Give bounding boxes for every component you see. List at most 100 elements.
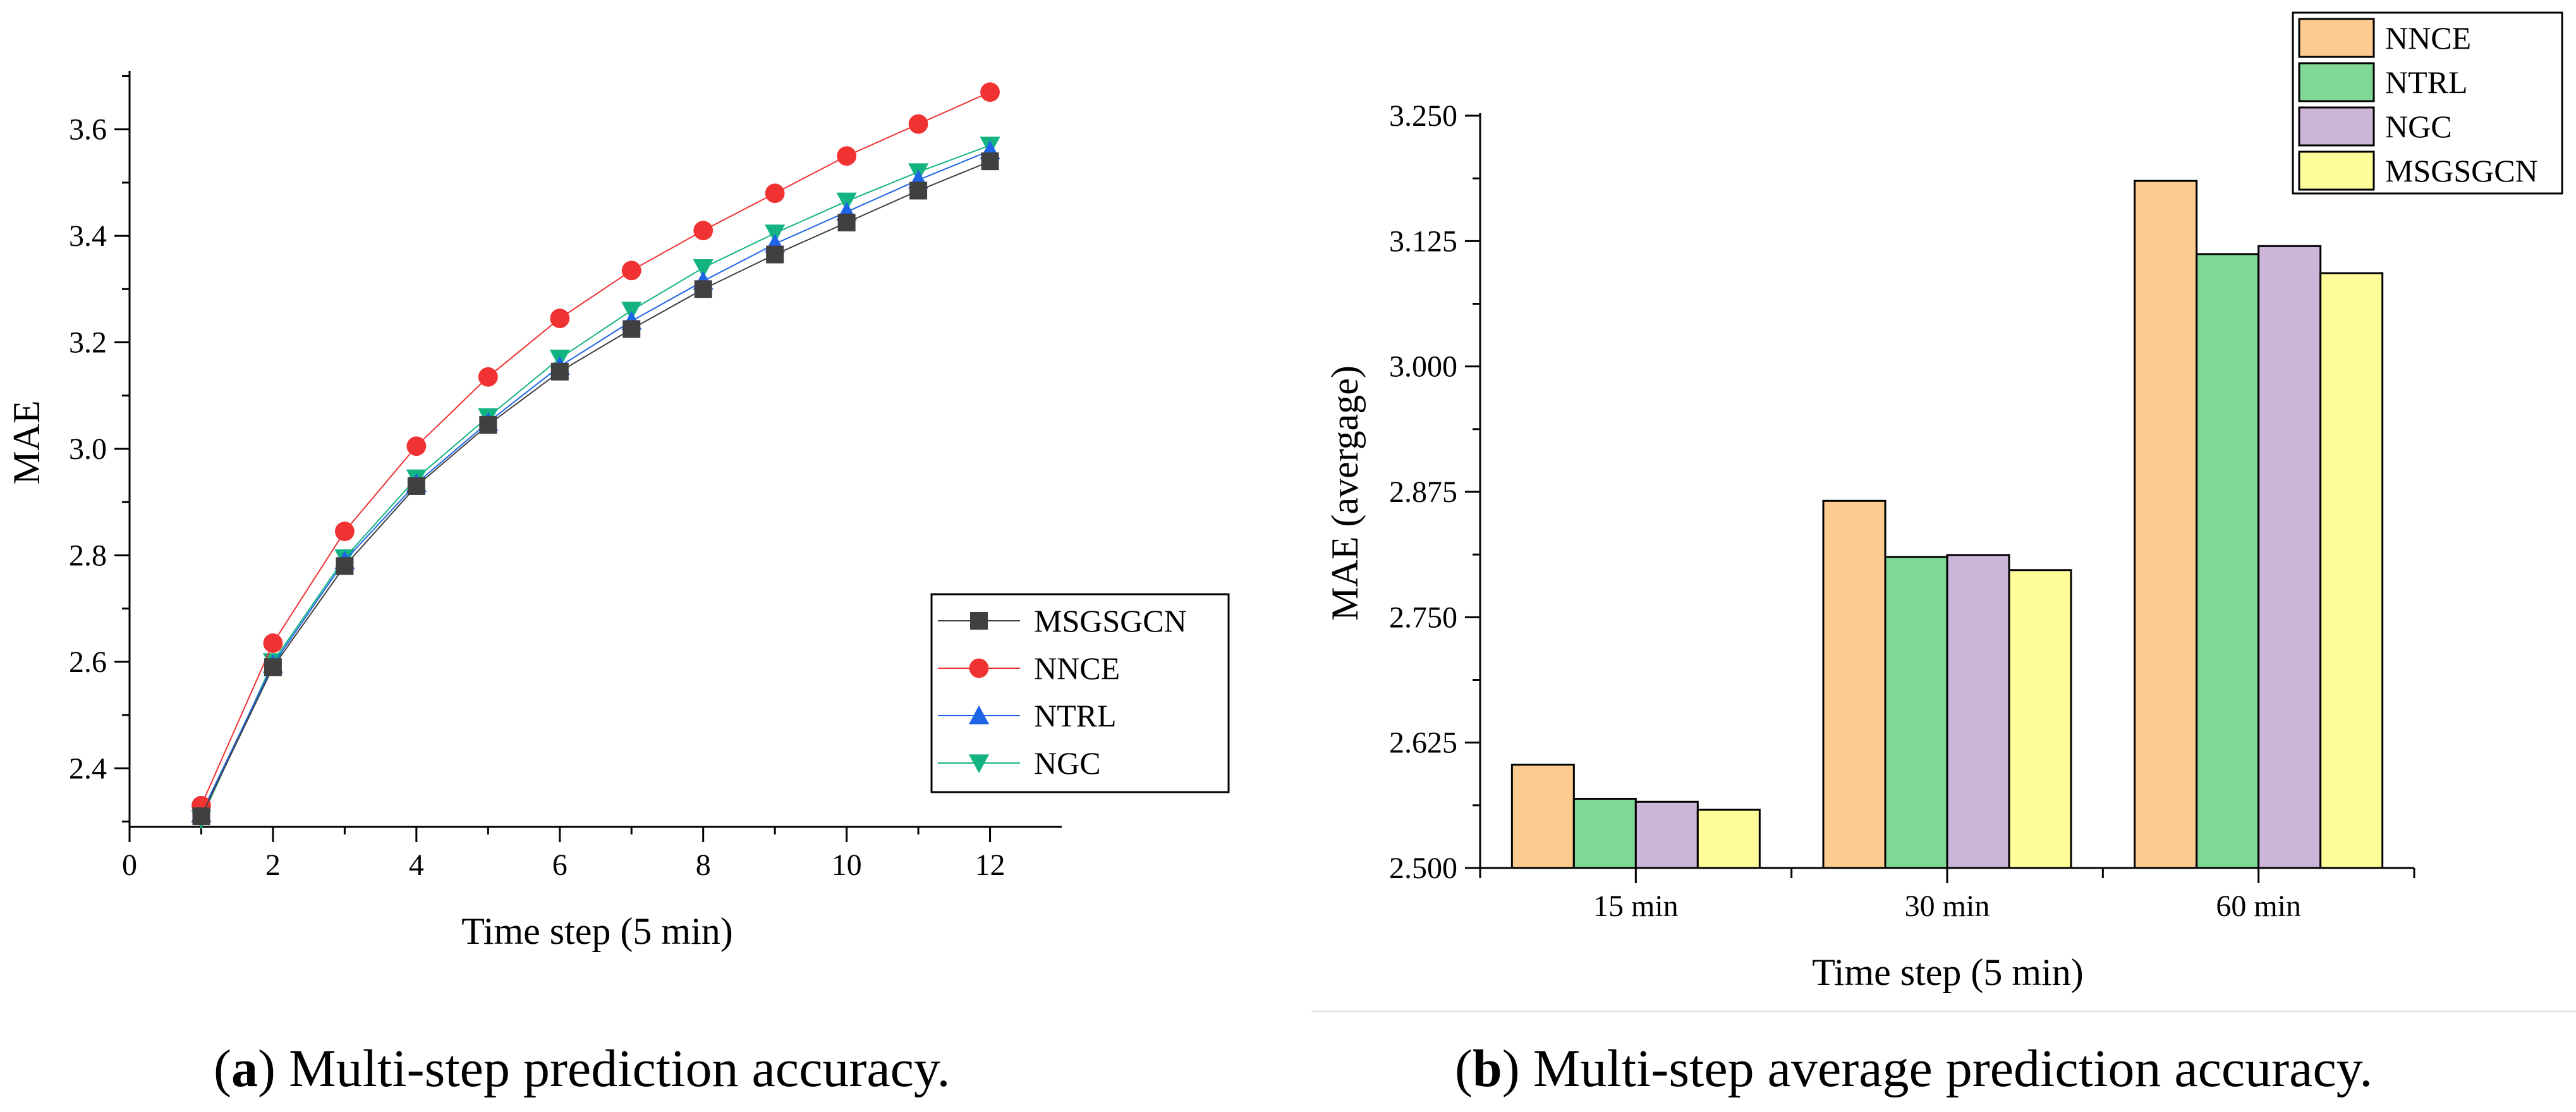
legend-swatch xyxy=(2298,150,2375,191)
data-point-nnce xyxy=(263,633,283,653)
data-point-nnce xyxy=(334,522,355,541)
chart-b-y-tick-label: 2.750 xyxy=(1389,601,1457,634)
bar-ngc-30-min xyxy=(1946,554,2010,869)
chart-b-legend: NNCE NTRL NGC MSGSGCN xyxy=(2292,11,2563,195)
data-point-nnce xyxy=(550,309,570,329)
caption-b: (b) Multi-step average prediction accura… xyxy=(1455,1039,2372,1098)
chart-a-y-tick-label: 3.2 xyxy=(69,326,107,360)
chart-a-xlabel: Time step (5 min) xyxy=(461,910,732,952)
data-point-msgsgcn xyxy=(837,214,856,232)
chart-a-x-tick-label: 4 xyxy=(409,848,424,882)
data-point-msgsgcn xyxy=(479,416,497,434)
legend-marker-ntrl xyxy=(968,705,990,724)
chart-a-y-tick-label: 2.6 xyxy=(69,645,107,679)
chart-b-y-tick-label: 3.000 xyxy=(1389,350,1457,384)
bar-nnce-15-min xyxy=(1510,764,1575,869)
legend-label: NGC xyxy=(2385,109,2452,144)
series-line-ngc xyxy=(200,144,990,819)
chart-a-series xyxy=(191,82,1000,829)
data-point-msgsgcn xyxy=(336,557,354,575)
legend-label: NNCE xyxy=(1034,651,1120,686)
data-point-nnce xyxy=(980,82,1000,102)
legend-item-nnce: NNCE xyxy=(938,651,1120,686)
bar-msgsgcn-60-min xyxy=(2319,272,2384,869)
chart-b: 2.500 2.625 2.750 2.875 3.000 3.125 3.250 15 mi… xyxy=(1311,11,2576,1013)
bar-ngc-60-min xyxy=(2257,245,2322,869)
series-nnce xyxy=(191,82,1000,816)
chart-b-y-tick-label: 3.250 xyxy=(1389,99,1457,133)
legend-label: MSGSGCN xyxy=(2385,153,2538,188)
legend-swatch xyxy=(2298,18,2375,58)
legend-item-ntrl: NTRL xyxy=(2298,62,2468,102)
chart-a-y-tick-label: 2.8 xyxy=(69,539,107,572)
data-point-msgsgcn xyxy=(192,807,210,826)
series-msgsgcn xyxy=(192,152,999,826)
data-point-msgsgcn xyxy=(981,152,999,171)
chart-b-bars xyxy=(1510,180,2384,869)
data-point-nnce xyxy=(908,114,928,134)
chart-a-ylabel: MAE xyxy=(6,400,47,484)
legend-swatch xyxy=(2298,106,2375,147)
data-point-msgsgcn xyxy=(766,245,784,264)
series-line-ntrl xyxy=(200,150,990,814)
bar-ngc-15-min xyxy=(1634,800,1699,869)
legend-item-msgsgcn: MSGSGCN xyxy=(2298,150,2538,191)
legend-item-ntrl: NTRL xyxy=(938,698,1117,733)
chart-a-x-tick-label: 0 xyxy=(122,848,137,882)
caption-b-text: Multi-step average prediction accuracy. xyxy=(1533,1039,2373,1098)
chart-b-category-label: 15 min xyxy=(1593,889,1679,923)
chart-a-ticks: 0 2 4 6 8 10 12 2.4 2.6 2.8 3.0 3.2 3.4 3.6 xyxy=(69,75,1005,882)
data-point-msgsgcn xyxy=(623,320,641,338)
chart-a: 0 2 4 6 8 10 12 2.4 2.6 2.8 3.0 3.2 3.4 3.6 MAE Time … xyxy=(6,71,1230,952)
data-point-nnce xyxy=(621,260,641,281)
legend-swatch xyxy=(2298,62,2375,102)
chart-a-x-tick-label: 12 xyxy=(975,848,1005,882)
legend-label: NGC xyxy=(1034,745,1101,781)
chart-a-y-tick-label: 3.6 xyxy=(69,113,107,147)
chart-a-legend: MSGSGCN NNCE NTRL NGC xyxy=(930,593,1230,793)
legend-label: NTRL xyxy=(2385,64,2468,100)
legend-item-msgsgcn: MSGSGCN xyxy=(938,603,1187,638)
data-point-msgsgcn xyxy=(909,181,928,200)
chart-a-y-tick-label: 3.4 xyxy=(69,219,107,253)
bar-nnce-60-min xyxy=(2134,180,2198,869)
legend-label: NNCE xyxy=(2385,20,2471,56)
caption-b-label: b xyxy=(1473,1039,1502,1098)
legend-marker-msgsgcn xyxy=(970,612,988,630)
chart-b-y-tick-label: 2.500 xyxy=(1389,852,1457,885)
bar-ntrl-15-min xyxy=(1572,798,1637,869)
legend-item-nnce: NNCE xyxy=(2298,18,2471,58)
chart-b-category-label: 30 min xyxy=(1905,889,1990,923)
chart-a-x-tick-label: 10 xyxy=(832,848,862,882)
chart-a-y-tick-label: 3.0 xyxy=(69,432,107,466)
legend-marker-ngc xyxy=(968,754,990,774)
chart-b-xlabel: Time step (5 min) xyxy=(1812,951,2083,993)
legend-item-ngc: NGC xyxy=(2298,106,2452,147)
bar-msgsgcn-15-min xyxy=(1696,809,1761,869)
chart-b-ticks: 2.500 2.625 2.750 2.875 3.000 3.125 3.250 15 mi… xyxy=(1389,99,2415,923)
legend-item-ngc: NGC xyxy=(938,745,1101,781)
data-point-nnce xyxy=(765,183,785,204)
data-point-msgsgcn xyxy=(694,280,712,298)
data-point-nnce xyxy=(478,367,498,387)
data-point-nnce xyxy=(837,146,857,166)
caption-a: (a) Multi-step prediction accuracy. xyxy=(214,1039,950,1098)
bar-ntrl-60-min xyxy=(2196,253,2260,869)
bar-msgsgcn-30-min xyxy=(2008,569,2072,869)
chart-b-y-tick-label: 2.625 xyxy=(1389,726,1457,760)
bar-ntrl-30-min xyxy=(1884,556,1948,869)
chart-b-y-tick-label: 3.125 xyxy=(1389,224,1457,258)
data-point-ngc xyxy=(693,259,714,278)
chart-b-category-label: 60 min xyxy=(2216,889,2301,923)
series-line-msgsgcn xyxy=(200,161,990,817)
series-ngc xyxy=(191,137,1000,829)
data-point-msgsgcn xyxy=(407,477,425,495)
data-point-msgsgcn xyxy=(264,658,282,676)
bar-nnce-30-min xyxy=(1822,499,1886,869)
series-line-nnce xyxy=(200,91,990,806)
chart-a-x-tick-label: 2 xyxy=(265,848,281,882)
chart-b-y-tick-label: 2.875 xyxy=(1389,475,1457,509)
chart-a-y-tick-label: 2.4 xyxy=(69,752,107,785)
chart-a-x-tick-label: 8 xyxy=(696,848,711,882)
